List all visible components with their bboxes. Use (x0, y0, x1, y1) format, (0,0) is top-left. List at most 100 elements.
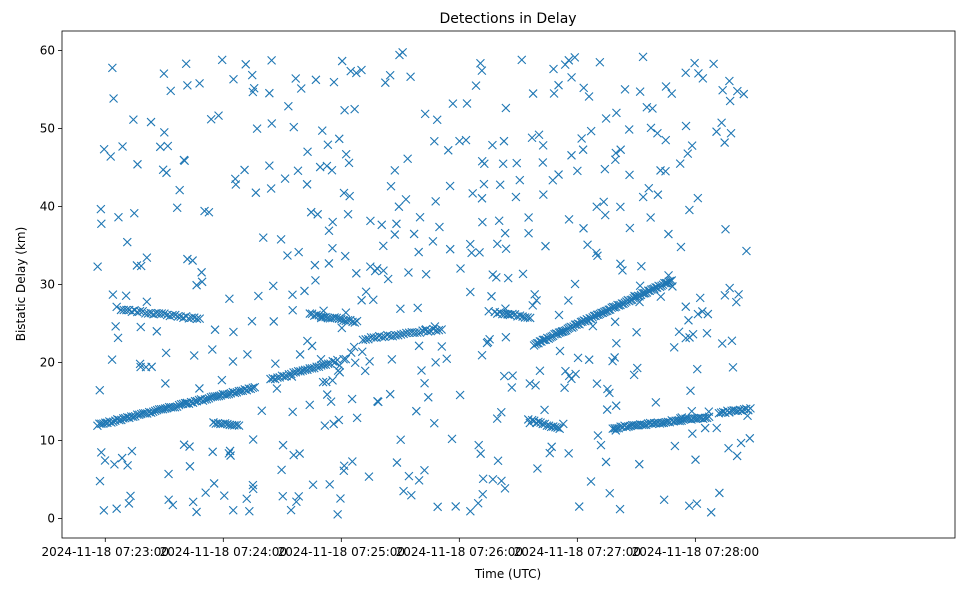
data-point (142, 253, 152, 263)
data-point (511, 192, 521, 202)
data-point (530, 289, 540, 299)
data-point (421, 325, 431, 334)
data-point (155, 142, 165, 152)
data-point (420, 109, 430, 119)
data-point (624, 125, 634, 134)
data-point (390, 230, 400, 239)
data-point (629, 370, 639, 380)
data-point (415, 212, 425, 222)
data-point (406, 490, 416, 500)
data-point (249, 83, 259, 93)
data-point (646, 123, 656, 133)
data-point (712, 127, 721, 137)
data-point (129, 115, 138, 125)
data-point (296, 84, 306, 93)
data-point (247, 70, 257, 80)
data-point (326, 397, 336, 407)
data-point (579, 83, 589, 93)
data-point (538, 141, 548, 150)
data-point (579, 223, 588, 233)
data-point (634, 459, 644, 469)
data-point (620, 85, 630, 94)
data-point (534, 130, 544, 140)
data-point (99, 506, 109, 515)
data-point (717, 118, 726, 128)
data-point (390, 166, 400, 175)
data-point (323, 359, 333, 369)
data-point (567, 150, 576, 160)
data-point (664, 270, 673, 280)
data-point (437, 342, 447, 351)
data-point (564, 55, 574, 65)
data-point (136, 261, 146, 271)
data-point (445, 181, 455, 191)
data-point (476, 58, 485, 68)
data-point (558, 327, 568, 336)
data-point (653, 190, 663, 200)
data-point (316, 313, 326, 323)
data-point (492, 414, 502, 423)
data-point (99, 144, 109, 154)
data-point (195, 384, 204, 393)
data-point (443, 145, 453, 155)
data-point (716, 408, 726, 418)
data-point (500, 483, 510, 493)
data-point (129, 208, 139, 218)
data-point (491, 272, 501, 282)
data-point (352, 316, 362, 326)
data-point (592, 202, 602, 212)
data-point (172, 203, 182, 213)
data-point (484, 306, 494, 316)
data-point (329, 419, 339, 429)
data-point (270, 359, 280, 368)
data-point (430, 322, 440, 331)
data-point (474, 440, 484, 450)
data-point (370, 266, 380, 276)
data-point (206, 114, 216, 124)
data-point (684, 315, 693, 325)
data-point (690, 58, 700, 68)
data-point (523, 415, 533, 424)
data-point (352, 413, 362, 423)
data-point (248, 484, 258, 494)
data-point (188, 256, 198, 265)
data-point (243, 349, 252, 359)
data-point (724, 76, 734, 86)
data-point (303, 147, 312, 157)
y-tick-label: 0 (47, 512, 55, 526)
data-point (253, 291, 263, 301)
data-point (600, 164, 610, 174)
data-point (674, 327, 684, 337)
data-point (615, 504, 625, 514)
data-point (276, 235, 286, 244)
x-tick-label: 2024-11-18 07:26:00 (396, 545, 523, 559)
data-point (611, 338, 621, 348)
data-point (337, 56, 347, 66)
data-point (339, 188, 349, 198)
data-point (676, 242, 686, 252)
data-point (709, 59, 719, 69)
data-point (717, 339, 727, 348)
data-point (328, 217, 338, 227)
data-markers (93, 47, 755, 519)
data-point (572, 166, 582, 176)
data-point (651, 398, 661, 407)
data-point (724, 443, 733, 453)
data-point (120, 413, 130, 423)
data-point (361, 335, 371, 344)
data-point (283, 101, 293, 111)
data-point (555, 424, 565, 434)
data-point (225, 446, 235, 456)
data-point (113, 333, 123, 343)
data-point (714, 488, 724, 498)
data-point (527, 133, 537, 143)
data-point (308, 480, 318, 490)
data-point (611, 426, 621, 435)
data-point (166, 86, 176, 96)
data-point (698, 73, 708, 83)
data-point (456, 264, 465, 273)
data-point (681, 121, 691, 131)
data-point (549, 89, 559, 98)
data-point (168, 310, 177, 320)
